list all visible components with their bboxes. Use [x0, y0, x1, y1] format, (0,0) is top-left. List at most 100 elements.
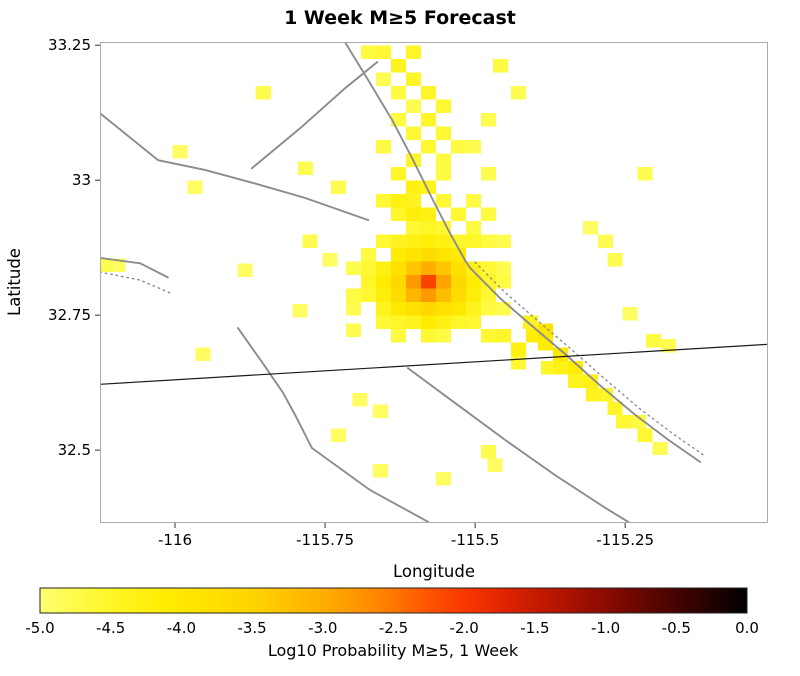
- heatmap-cell: [405, 193, 421, 208]
- colorbar-tick-label: -3.5: [237, 619, 266, 637]
- heatmap-cell: [372, 463, 388, 478]
- heatmap-cell: [405, 45, 421, 60]
- heatmap-cell: [302, 234, 318, 248]
- heatmap-cell: [435, 471, 451, 486]
- heatmap-cell: [345, 288, 361, 302]
- heatmap-cell: [375, 234, 391, 248]
- heatmap-cell: [330, 428, 346, 442]
- heatmap-cell: [390, 328, 406, 343]
- heatmap-cell: [540, 360, 556, 375]
- heatmap-cell: [495, 328, 511, 343]
- heatmap-cell: [360, 45, 376, 60]
- x-tick-label: -115.75: [296, 531, 354, 549]
- heatmap-cell: [450, 315, 466, 329]
- heatmap-cell: [375, 139, 391, 154]
- fault-line: [100, 256, 169, 279]
- heatmap-cell: [465, 234, 481, 248]
- map-content: [100, 42, 768, 523]
- heatmap-cell: [375, 45, 391, 60]
- colorbar-tick-label: -0.5: [662, 619, 691, 637]
- heatmap-cell: [330, 180, 346, 194]
- heatmap-cell: [352, 393, 368, 407]
- heatmap-cell: [172, 144, 188, 159]
- heatmap-cell: [435, 193, 451, 208]
- heatmap-cell: [450, 261, 466, 275]
- heatmap-cell: [597, 387, 613, 402]
- heatmap-cell: [465, 288, 481, 302]
- heatmap-cell: [537, 323, 553, 338]
- heatmap-cell: [345, 323, 361, 338]
- heatmap-cell: [660, 339, 676, 353]
- border-line: [100, 343, 768, 385]
- heatmap-cell: [255, 85, 271, 100]
- fault-line: [343, 42, 702, 463]
- heatmap-cell: [390, 166, 406, 181]
- heatmap-cell: [375, 261, 391, 275]
- fault-line: [474, 261, 706, 457]
- colorbar-tick-label: -2.0: [450, 619, 479, 637]
- heatmap-cell: [510, 85, 526, 100]
- heatmap-cell: [567, 374, 583, 388]
- heatmap-cell: [420, 220, 436, 235]
- heatmap-cell: [405, 247, 421, 262]
- heatmap-cell: [405, 261, 421, 275]
- heatmap-cell: [420, 288, 436, 302]
- heatmap-cell: [480, 166, 496, 181]
- y-axis-label: Latitude: [5, 248, 24, 316]
- heatmap-cell: [465, 315, 481, 329]
- heatmap-cell: [537, 337, 553, 351]
- heatmap-cell: [390, 207, 406, 221]
- fault-line: [406, 367, 630, 523]
- heatmap-cell: [390, 85, 406, 100]
- heatmap-cell: [375, 301, 391, 316]
- heatmap-cell: [525, 328, 541, 343]
- heatmap-cell: [450, 234, 466, 248]
- heatmap-cell: [435, 247, 451, 262]
- heatmap-cell: [375, 315, 391, 329]
- heatmap-cell: [100, 258, 113, 273]
- heatmap-cell: [360, 288, 376, 302]
- heatmap-cell: [435, 328, 451, 343]
- colorbar-tick-label: -3.0: [308, 619, 337, 637]
- heatmap-cell: [420, 301, 436, 316]
- heatmap-cell: [480, 288, 496, 302]
- heatmap-cell: [390, 247, 406, 262]
- colorbar-gradient: [39, 587, 748, 614]
- heatmap-cell: [495, 301, 511, 316]
- heatmap-cell: [195, 347, 211, 361]
- heatmap-cell: [435, 153, 451, 167]
- heatmap-cell: [435, 261, 451, 275]
- heatmap-cell: [480, 261, 496, 275]
- heatmap-cell: [375, 193, 391, 208]
- heatmap-cell: [495, 234, 511, 248]
- heatmap-cell: [487, 458, 503, 472]
- heatmap-cell: [405, 180, 421, 194]
- heatmap-cell: [435, 234, 451, 248]
- x-tick-label: -116: [158, 531, 192, 549]
- heatmap-cell: [390, 301, 406, 316]
- heatmap-cell: [450, 207, 466, 221]
- heatmap-cell: [405, 99, 421, 113]
- heatmap-cell: [292, 304, 308, 318]
- heatmap-cell: [420, 328, 436, 343]
- heatmap-cell: [420, 139, 436, 154]
- heatmap-cell: [375, 274, 391, 289]
- heatmap-cell: [405, 234, 421, 248]
- heatmap-cell: [420, 261, 436, 275]
- heatmap-cell: [582, 220, 598, 235]
- heatmap-cell: [420, 247, 436, 262]
- chart-title: 1 Week M≥5 Forecast: [284, 7, 516, 29]
- plot-area: [100, 42, 768, 523]
- heatmap-cell: [187, 180, 203, 194]
- heatmap-cell: [390, 234, 406, 248]
- heatmap-cell: [637, 428, 653, 442]
- heatmap-cell: [465, 139, 481, 154]
- heatmap-cell: [495, 274, 511, 289]
- heatmap-cell: [405, 207, 421, 221]
- heatmap-cell: [495, 261, 511, 275]
- heatmap-cell: [420, 274, 436, 289]
- heatmap-cell: [390, 288, 406, 302]
- heatmap-cell: [435, 301, 451, 316]
- heatmap-cell: [582, 374, 598, 388]
- fault-line: [100, 271, 171, 294]
